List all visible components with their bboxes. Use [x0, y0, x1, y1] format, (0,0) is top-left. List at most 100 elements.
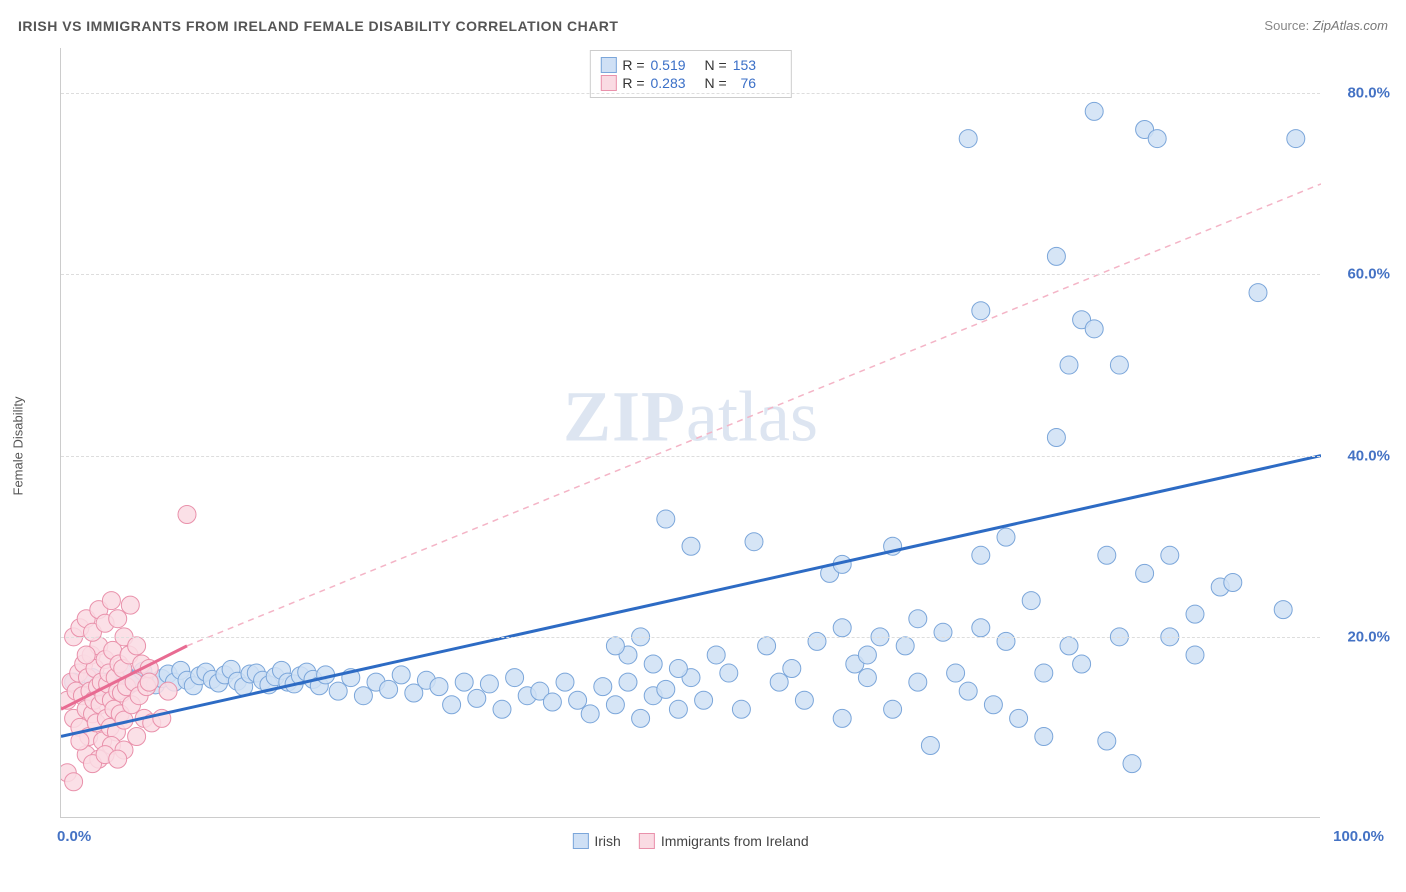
scatter-point-irish: [543, 693, 561, 711]
scatter-point-irish: [921, 737, 939, 755]
scatter-point-irish: [1249, 284, 1267, 302]
scatter-point-irish: [783, 660, 801, 678]
scatter-point-irish: [833, 619, 851, 637]
scatter-point-irish: [972, 546, 990, 564]
scatter-point-immigrants: [102, 592, 120, 610]
legend-swatch: [639, 833, 655, 849]
scatter-point-irish: [1161, 546, 1179, 564]
scatter-point-irish: [1098, 732, 1116, 750]
y-tick-label: 60.0%: [1330, 266, 1390, 283]
scatter-point-irish: [443, 696, 461, 714]
scatter-point-irish: [569, 691, 587, 709]
scatter-point-irish: [1123, 755, 1141, 773]
scatter-point-irish: [606, 696, 624, 714]
chart-title: IRISH VS IMMIGRANTS FROM IRELAND FEMALE …: [18, 18, 618, 34]
legend-item: Irish: [572, 833, 620, 849]
scatter-point-immigrants: [140, 673, 158, 691]
scatter-point-irish: [1035, 727, 1053, 745]
scatter-point-irish: [1022, 592, 1040, 610]
scatter-point-irish: [1186, 646, 1204, 664]
scatter-point-immigrants: [65, 773, 83, 791]
scatter-point-irish: [354, 687, 372, 705]
scatter-point-immigrants: [109, 610, 127, 628]
scatter-point-irish: [997, 632, 1015, 650]
scatter-point-irish: [468, 689, 486, 707]
scatter-point-irish: [619, 673, 637, 691]
scatter-point-irish: [657, 680, 675, 698]
scatter-point-irish: [770, 673, 788, 691]
y-tick-label: 20.0%: [1330, 628, 1390, 645]
scatter-point-irish: [1287, 130, 1305, 148]
y-tick-label: 40.0%: [1330, 447, 1390, 464]
scatter-point-irish: [392, 666, 410, 684]
scatter-point-irish: [1047, 429, 1065, 447]
scatter-point-irish: [884, 700, 902, 718]
scatter-point-irish: [493, 700, 511, 718]
scatter-point-irish: [455, 673, 473, 691]
legend: Irish Immigrants from Ireland: [572, 833, 808, 849]
scatter-point-irish: [556, 673, 574, 691]
gridline: [61, 456, 1320, 457]
gridline: [61, 93, 1320, 94]
scatter-point-irish: [1136, 564, 1154, 582]
scatter-point-irish: [632, 709, 650, 727]
scatter-point-irish: [695, 691, 713, 709]
scatter-point-irish: [329, 682, 347, 700]
scatter-point-irish: [669, 660, 687, 678]
scatter-point-irish: [1186, 605, 1204, 623]
scatter-point-irish: [808, 632, 826, 650]
scatter-point-irish: [896, 637, 914, 655]
scatter-point-irish: [1098, 546, 1116, 564]
scatter-point-irish: [430, 678, 448, 696]
x-tick-left: 0.0%: [57, 828, 91, 845]
legend-item: Immigrants from Ireland: [639, 833, 809, 849]
y-tick-label: 80.0%: [1330, 85, 1390, 102]
scatter-point-irish: [972, 619, 990, 637]
scatter-point-irish: [581, 705, 599, 723]
scatter-point-irish: [732, 700, 750, 718]
scatter-point-immigrants: [121, 596, 139, 614]
scatter-point-irish: [682, 537, 700, 555]
scatter-point-irish: [959, 130, 977, 148]
scatter-point-irish: [1085, 102, 1103, 120]
scatter-point-irish: [657, 510, 675, 528]
scatter-point-immigrants: [178, 506, 196, 524]
scatter-point-irish: [997, 528, 1015, 546]
scatter-point-irish: [833, 709, 851, 727]
scatter-point-irish: [480, 675, 498, 693]
scatter-point-irish: [669, 700, 687, 718]
scatter-point-irish: [1110, 356, 1128, 374]
scatter-point-irish: [1060, 356, 1078, 374]
scatter-point-immigrants: [128, 637, 146, 655]
scatter-point-irish: [795, 691, 813, 709]
scatter-point-immigrants: [109, 750, 127, 768]
scatter-point-irish: [1073, 655, 1091, 673]
scatter-point-irish: [644, 655, 662, 673]
trendline-irish: [61, 456, 1321, 737]
scatter-point-irish: [947, 664, 965, 682]
scatter-point-immigrants: [159, 682, 177, 700]
scatter-point-irish: [745, 533, 763, 551]
scatter-point-irish: [758, 637, 776, 655]
scatter-point-irish: [984, 696, 1002, 714]
source-attribution: Source: ZipAtlas.com: [1264, 18, 1388, 33]
source-label: Source:: [1264, 18, 1309, 33]
scatter-point-immigrants: [128, 727, 146, 745]
scatter-point-irish: [934, 623, 952, 641]
scatter-point-irish: [606, 637, 624, 655]
legend-swatch: [572, 833, 588, 849]
scatter-point-irish: [1047, 247, 1065, 265]
scatter-point-irish: [1274, 601, 1292, 619]
scatter-point-irish: [720, 664, 738, 682]
scatter-point-irish: [959, 682, 977, 700]
scatter-point-irish: [707, 646, 725, 664]
scatter-point-irish: [1224, 573, 1242, 591]
gridline: [61, 637, 1320, 638]
scatter-point-irish: [1035, 664, 1053, 682]
legend-label: Immigrants from Ireland: [661, 833, 809, 849]
scatter-point-immigrants: [77, 646, 95, 664]
scatter-point-irish: [1060, 637, 1078, 655]
y-axis-label: Female Disability: [11, 397, 26, 496]
scatter-point-irish: [909, 673, 927, 691]
scatter-point-irish: [972, 302, 990, 320]
